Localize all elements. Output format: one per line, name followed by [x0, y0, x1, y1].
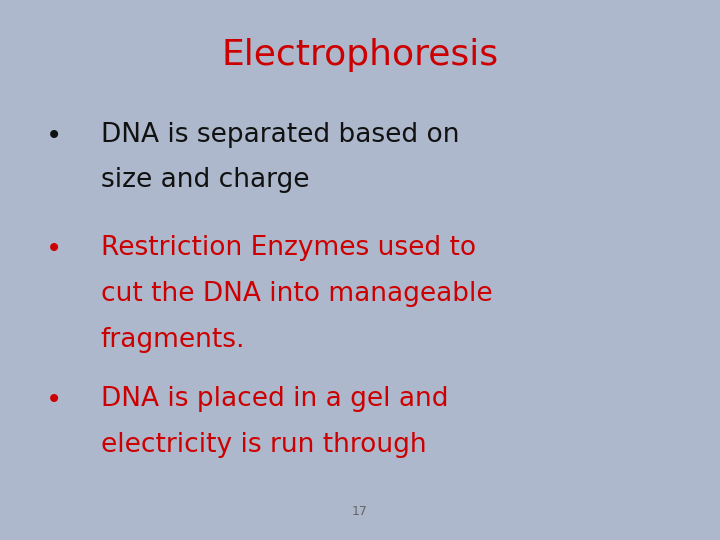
- Text: •: •: [46, 386, 62, 414]
- Text: •: •: [46, 122, 62, 150]
- Text: Restriction Enzymes used to: Restriction Enzymes used to: [101, 235, 476, 261]
- Text: fragments.: fragments.: [101, 327, 246, 353]
- Text: Electrophoresis: Electrophoresis: [222, 38, 498, 72]
- Text: cut the DNA into manageable: cut the DNA into manageable: [101, 281, 492, 307]
- Text: size and charge: size and charge: [101, 167, 310, 193]
- Text: •: •: [46, 235, 62, 263]
- Text: DNA is separated based on: DNA is separated based on: [101, 122, 459, 147]
- Text: 17: 17: [352, 505, 368, 518]
- Text: DNA is placed in a gel and: DNA is placed in a gel and: [101, 386, 449, 412]
- Text: electricity is run through: electricity is run through: [101, 432, 426, 458]
